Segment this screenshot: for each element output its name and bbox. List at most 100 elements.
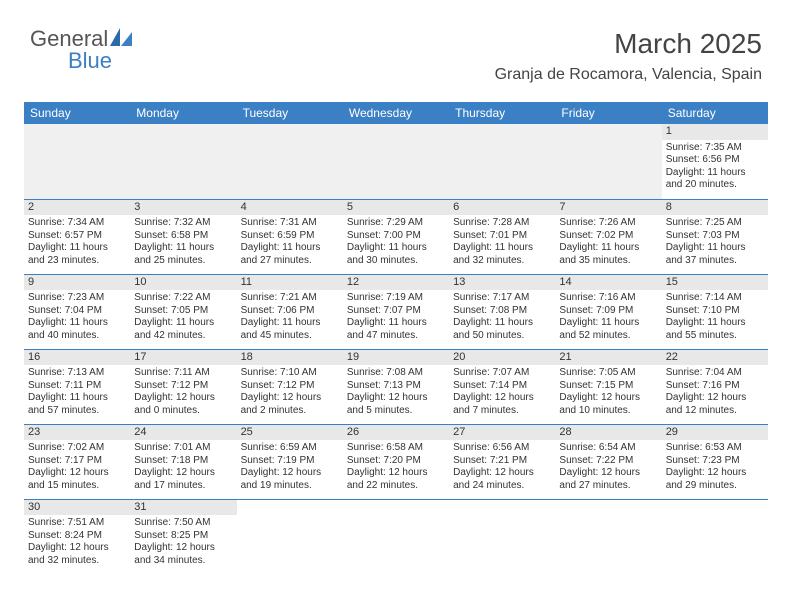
cell-daylight2: and 0 minutes.: [134, 405, 232, 418]
cell-daylight1: Daylight: 12 hours: [28, 467, 126, 480]
cell-sunset: Sunset: 8:24 PM: [28, 530, 126, 543]
cell-sunset: Sunset: 7:16 PM: [666, 380, 764, 393]
cell-sunset: Sunset: 6:56 PM: [666, 154, 764, 167]
day-number: 29: [662, 425, 768, 441]
cell-daylight1: Daylight: 11 hours: [347, 242, 445, 255]
cell-daylight1: Daylight: 12 hours: [666, 392, 764, 405]
cell-sunrise: Sunrise: 7:35 AM: [666, 142, 764, 155]
cell-sunrise: Sunrise: 7:23 AM: [28, 292, 126, 305]
day-number: 6: [449, 200, 555, 216]
day-number: 15: [662, 275, 768, 291]
cell-sunset: Sunset: 7:22 PM: [559, 455, 657, 468]
cell-daylight2: and 2 minutes.: [241, 405, 339, 418]
cell-daylight1: Daylight: 12 hours: [453, 392, 551, 405]
weekday-header: Thursday: [449, 102, 555, 124]
page-title: March 2025: [495, 28, 762, 60]
calendar-cell: 12Sunrise: 7:19 AMSunset: 7:07 PMDayligh…: [343, 274, 449, 349]
cell-sunset: Sunset: 7:08 PM: [453, 305, 551, 318]
weekday-header: Saturday: [662, 102, 768, 124]
brand-part2: Blue: [30, 48, 112, 73]
cell-daylight1: Daylight: 12 hours: [134, 467, 232, 480]
cell-daylight2: and 23 minutes.: [28, 255, 126, 268]
cell-sunset: Sunset: 7:05 PM: [134, 305, 232, 318]
day-number: 25: [237, 425, 343, 441]
cell-daylight1: Daylight: 11 hours: [559, 242, 657, 255]
cell-sunrise: Sunrise: 7:34 AM: [28, 217, 126, 230]
calendar-cell: 20Sunrise: 7:07 AMSunset: 7:14 PMDayligh…: [449, 349, 555, 424]
cell-sunrise: Sunrise: 7:22 AM: [134, 292, 232, 305]
cell-daylight2: and 30 minutes.: [347, 255, 445, 268]
location-label: Granja de Rocamora, Valencia, Spain: [495, 66, 762, 84]
calendar-cell: [24, 124, 130, 199]
cell-daylight2: and 20 minutes.: [666, 179, 764, 192]
day-number: 27: [449, 425, 555, 441]
calendar-cell: 7Sunrise: 7:26 AMSunset: 7:02 PMDaylight…: [555, 199, 661, 274]
cell-daylight2: and 35 minutes.: [559, 255, 657, 268]
cell-daylight2: and 42 minutes.: [134, 330, 232, 343]
cell-sunrise: Sunrise: 7:32 AM: [134, 217, 232, 230]
calendar-cell: 14Sunrise: 7:16 AMSunset: 7:09 PMDayligh…: [555, 274, 661, 349]
calendar-table: SundayMondayTuesdayWednesdayThursdayFrid…: [24, 102, 768, 574]
cell-sunset: Sunset: 7:14 PM: [453, 380, 551, 393]
cell-sunset: Sunset: 8:25 PM: [134, 530, 232, 543]
sail-icon: [110, 28, 132, 51]
calendar-cell: [343, 124, 449, 199]
cell-daylight2: and 27 minutes.: [241, 255, 339, 268]
calendar-cell: 22Sunrise: 7:04 AMSunset: 7:16 PMDayligh…: [662, 349, 768, 424]
day-number: 30: [24, 500, 130, 516]
cell-sunrise: Sunrise: 7:28 AM: [453, 217, 551, 230]
cell-daylight2: and 10 minutes.: [559, 405, 657, 418]
cell-sunrise: Sunrise: 7:14 AM: [666, 292, 764, 305]
calendar-week: 30Sunrise: 7:51 AMSunset: 8:24 PMDayligh…: [24, 499, 768, 574]
cell-daylight1: Daylight: 12 hours: [666, 467, 764, 480]
cell-daylight1: Daylight: 12 hours: [453, 467, 551, 480]
day-number: 26: [343, 425, 449, 441]
calendar-week: 23Sunrise: 7:02 AMSunset: 7:17 PMDayligh…: [24, 424, 768, 499]
day-number: 31: [130, 500, 236, 516]
cell-sunset: Sunset: 7:04 PM: [28, 305, 126, 318]
calendar-body: 1 Sunrise: 7:35 AMSunset: 6:56 PM Daylight…: [24, 124, 768, 574]
cell-sunrise: Sunrise: 7:50 AM: [134, 517, 232, 530]
cell-daylight2: and 5 minutes.: [347, 405, 445, 418]
day-number: 8: [662, 200, 768, 216]
cell-sunrise: Sunrise: 7:10 AM: [241, 367, 339, 380]
cell-sunrise: Sunrise: 7:02 AM: [28, 442, 126, 455]
cell-daylight2: and 12 minutes.: [666, 405, 764, 418]
cell-sunset: Sunset: 7:06 PM: [241, 305, 339, 318]
calendar-cell: 18Sunrise: 7:10 AMSunset: 7:12 PMDayligh…: [237, 349, 343, 424]
cell-daylight1: Daylight: 12 hours: [559, 392, 657, 405]
cell-daylight2: and 29 minutes.: [666, 480, 764, 493]
calendar-cell: 8Sunrise: 7:25 AMSunset: 7:03 PMDaylight…: [662, 199, 768, 274]
cell-sunset: Sunset: 7:23 PM: [666, 455, 764, 468]
calendar-cell: 24Sunrise: 7:01 AMSunset: 7:18 PMDayligh…: [130, 424, 236, 499]
calendar-cell: 23Sunrise: 7:02 AMSunset: 7:17 PMDayligh…: [24, 424, 130, 499]
calendar-cell: [237, 124, 343, 199]
calendar-cell: [662, 499, 768, 574]
day-number: 13: [449, 275, 555, 291]
cell-daylight2: and 27 minutes.: [559, 480, 657, 493]
cell-sunset: Sunset: 7:20 PM: [347, 455, 445, 468]
cell-sunrise: Sunrise: 7:17 AM: [453, 292, 551, 305]
calendar-cell: 19Sunrise: 7:08 AMSunset: 7:13 PMDayligh…: [343, 349, 449, 424]
cell-daylight1: Daylight: 12 hours: [241, 392, 339, 405]
cell-sunrise: Sunrise: 7:29 AM: [347, 217, 445, 230]
cell-daylight2: and 40 minutes.: [28, 330, 126, 343]
day-number: 16: [24, 350, 130, 366]
day-number: 7: [555, 200, 661, 216]
cell-sunrise: Sunrise: 7:01 AM: [134, 442, 232, 455]
cell-sunrise: Sunrise: 7:19 AM: [347, 292, 445, 305]
weekday-header: Tuesday: [237, 102, 343, 124]
calendar-cell: 4Sunrise: 7:31 AMSunset: 6:59 PMDaylight…: [237, 199, 343, 274]
cell-sunrise: Sunrise: 7:21 AM: [241, 292, 339, 305]
cell-sunrise: Sunrise: 6:58 AM: [347, 442, 445, 455]
cell-daylight1: Daylight: 11 hours: [666, 242, 764, 255]
calendar-cell: 29Sunrise: 6:53 AMSunset: 7:23 PMDayligh…: [662, 424, 768, 499]
page-header: General Blue March 2025 Granja de Rocamo…: [0, 0, 792, 94]
cell-sunrise: Sunrise: 6:53 AM: [666, 442, 764, 455]
cell-daylight1: Daylight: 11 hours: [28, 392, 126, 405]
brand-logo: General Blue: [30, 28, 132, 73]
cell-sunrise: Sunrise: 7:13 AM: [28, 367, 126, 380]
cell-sunrise: Sunrise: 7:26 AM: [559, 217, 657, 230]
day-number: 1: [662, 124, 768, 140]
day-number: 12: [343, 275, 449, 291]
